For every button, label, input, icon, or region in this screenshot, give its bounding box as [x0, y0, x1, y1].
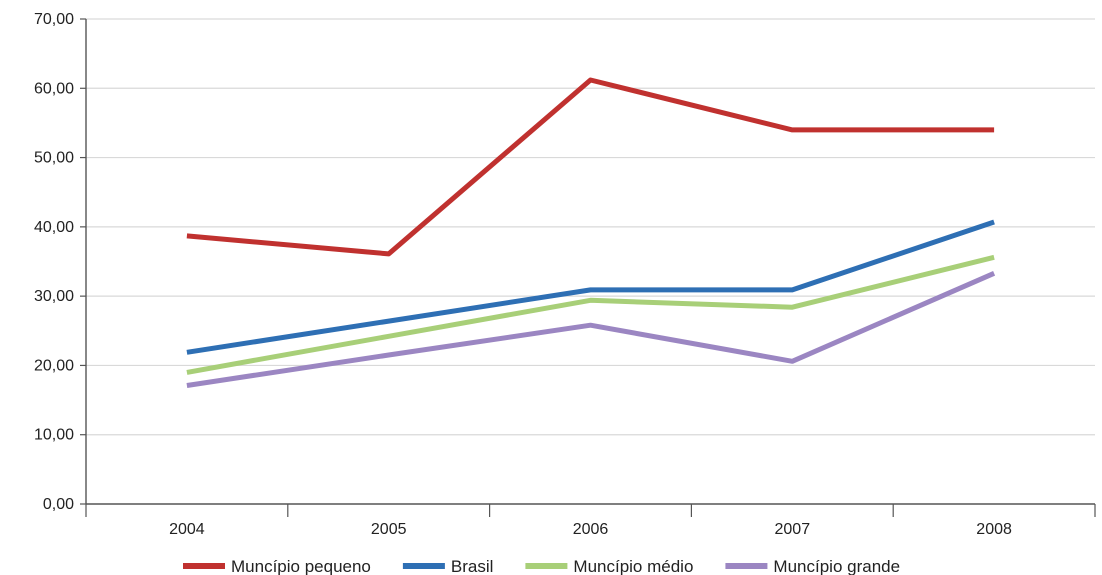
y-tick-label: 40,00 [34, 219, 74, 236]
grid-lines [86, 18, 1095, 436]
y-tick-label: 60,00 [34, 80, 74, 97]
y-tick-label: 30,00 [34, 288, 74, 305]
x-tick-label: 2007 [775, 521, 811, 538]
y-tick-label: 50,00 [34, 150, 74, 167]
legend-item: Muncípio médio [525, 557, 693, 575]
legend-label: Muncípio médio [573, 557, 693, 575]
x-tick-labels: 2004 2005 2006 2007 2008 [169, 521, 1012, 538]
series-line [186, 254, 995, 375]
x-tick-label: 2008 [976, 521, 1012, 538]
legend: Muncípio pequeno Brasil Muncípio médio Munc… [183, 557, 900, 575]
y-tick-label: 0,00 [43, 496, 74, 513]
y-tick-label: 10,00 [34, 427, 74, 444]
y-tick-label: 70,00 [34, 11, 74, 28]
y-tick-label: 20,00 [34, 357, 74, 374]
legend-label: Muncípio grande [773, 557, 900, 575]
series-lines [186, 77, 996, 388]
legend-item: Muncípio pequeno [183, 557, 371, 575]
x-tick-label: 2005 [371, 521, 407, 538]
x-tick-label: 2006 [573, 521, 609, 538]
legend-label: Brasil [451, 557, 494, 575]
legend-item: Muncípio grande [725, 557, 900, 575]
series-line [186, 77, 995, 257]
series-line [186, 271, 996, 388]
axes [80, 18, 1096, 517]
legend-item: Brasil [402, 557, 494, 575]
legend-label: Muncípio pequeno [231, 557, 371, 575]
y-tick-labels: 0,00 10,00 20,00 30,00 40,00 50,00 60,00 70,00 [34, 11, 74, 513]
series-line [186, 219, 995, 355]
x-tick-label: 2004 [169, 521, 205, 538]
